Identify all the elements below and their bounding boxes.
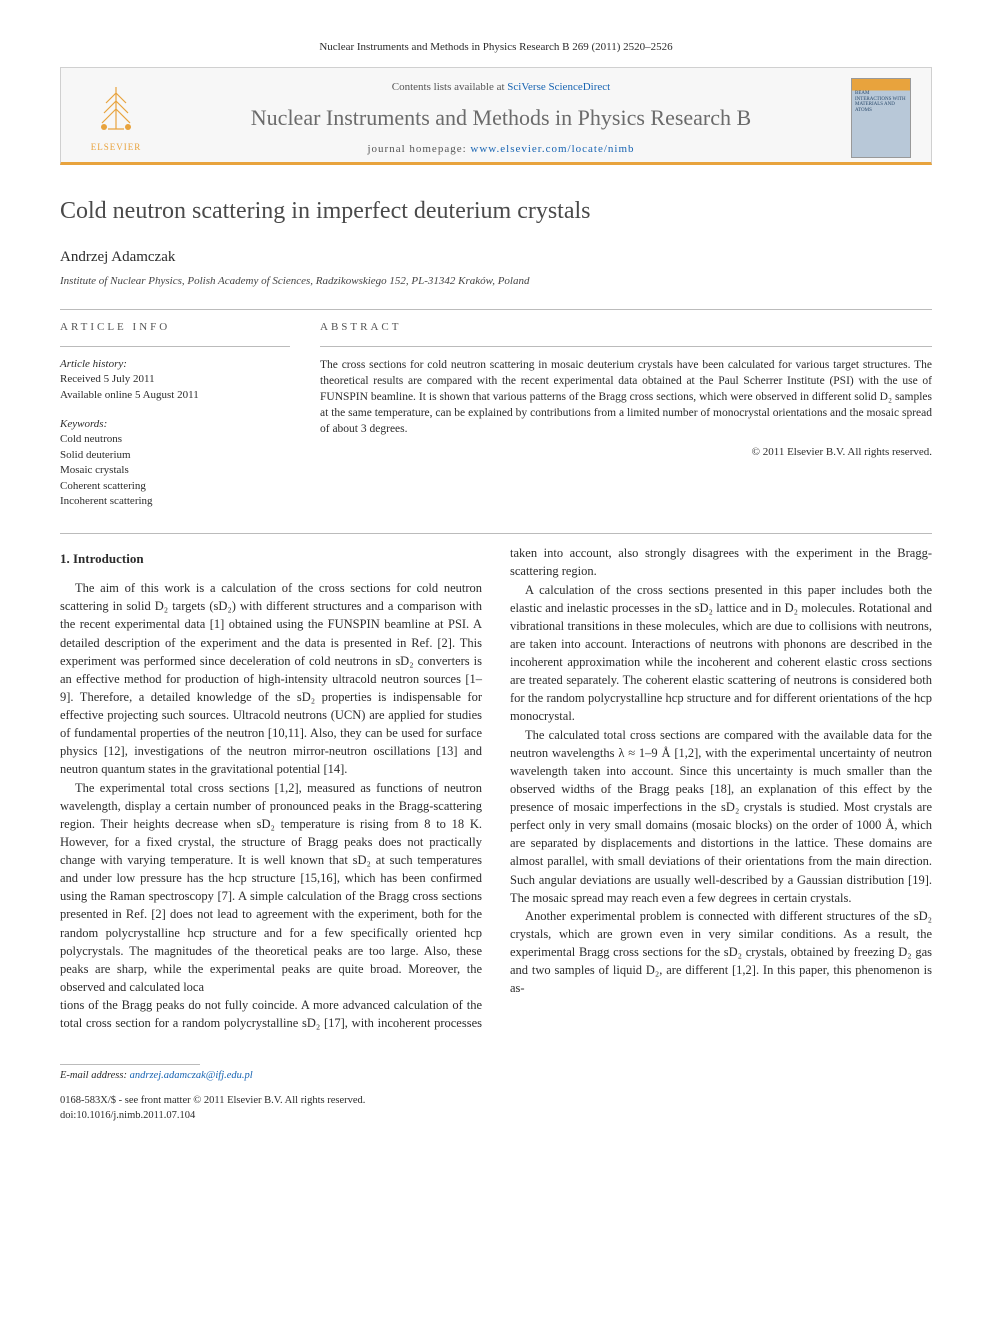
top-citation: Nuclear Instruments and Methods in Physi… bbox=[60, 40, 932, 55]
body-text: 1. Introduction The aim of this work is … bbox=[60, 544, 932, 1032]
abstract-label: ABSTRACT bbox=[320, 320, 932, 335]
elsevier-logo: ELSEVIER bbox=[81, 78, 151, 158]
journal-cover-thumb: BEAM INTERACTIONS WITH MATERIALS AND ATO… bbox=[851, 78, 911, 158]
info-abstract-row: ARTICLE INFO Article history: Received 5… bbox=[60, 320, 932, 509]
body-paragraph: Another experimental problem is connecte… bbox=[510, 907, 932, 998]
section-heading-intro: 1. Introduction bbox=[60, 550, 482, 569]
history-lines: Received 5 July 2011 Available online 5 … bbox=[60, 372, 290, 403]
article-info-label: ARTICLE INFO bbox=[60, 320, 290, 335]
email-label: E-mail address: bbox=[60, 1070, 130, 1081]
front-matter-line: 0168-583X/$ - see front matter © 2011 El… bbox=[60, 1094, 932, 1109]
keyword: Solid deuterium bbox=[60, 448, 290, 463]
author-name: Andrzej Adamczak bbox=[60, 247, 932, 268]
header-center: Contents lists available at SciVerse Sci… bbox=[151, 80, 851, 158]
divider-top bbox=[60, 309, 932, 310]
body-paragraph: A calculation of the cross sections pres… bbox=[510, 581, 932, 726]
sciencedirect-link[interactable]: SciVerse ScienceDirect bbox=[507, 81, 610, 93]
elsevier-name-label: ELSEVIER bbox=[91, 141, 142, 154]
email-line: E-mail address: andrzej.adamczak@ifj.edu… bbox=[60, 1069, 932, 1084]
divider-bottom bbox=[60, 533, 932, 534]
journal-name: Nuclear Instruments and Methods in Physi… bbox=[151, 103, 851, 134]
keywords-label: Keywords: bbox=[60, 417, 290, 432]
keyword: Coherent scattering bbox=[60, 479, 290, 494]
header-row: ELSEVIER Contents lists available at Sci… bbox=[61, 68, 931, 162]
elsevier-tree-icon bbox=[94, 83, 138, 139]
doi-line: doi:10.1016/j.nimb.2011.07.104 bbox=[60, 1109, 932, 1124]
homepage-line: journal homepage: www.elsevier.com/locat… bbox=[151, 142, 851, 157]
contents-text: Contents lists available at bbox=[392, 81, 507, 93]
contents-available-line: Contents lists available at SciVerse Sci… bbox=[151, 80, 851, 95]
homepage-link[interactable]: www.elsevier.com/locate/nimb bbox=[470, 143, 634, 155]
info-divider-1 bbox=[60, 346, 290, 347]
abstract-copyright: © 2011 Elsevier B.V. All rights reserved… bbox=[320, 445, 932, 460]
abstract-panel: ABSTRACT The cross sections for cold neu… bbox=[320, 320, 932, 509]
footer-rule bbox=[60, 1064, 200, 1065]
body-paragraph: The aim of this work is a calculation of… bbox=[60, 579, 482, 778]
history-line: Received 5 July 2011 bbox=[60, 372, 290, 387]
abstract-text: The cross sections for cold neutron scat… bbox=[320, 357, 932, 437]
journal-header: ELSEVIER Contents lists available at Sci… bbox=[60, 67, 932, 165]
keyword: Cold neutrons bbox=[60, 432, 290, 447]
page-footer: E-mail address: andrzej.adamczak@ifj.edu… bbox=[60, 1056, 932, 1123]
body-paragraph: The experimental total cross sections [1… bbox=[60, 779, 482, 997]
history-line: Available online 5 August 2011 bbox=[60, 388, 290, 403]
history-label: Article history: bbox=[60, 357, 290, 372]
author-affiliation: Institute of Nuclear Physics, Polish Aca… bbox=[60, 274, 932, 289]
abstract-divider bbox=[320, 346, 932, 347]
homepage-label: journal homepage: bbox=[367, 143, 470, 155]
body-paragraph: The calculated total cross sections are … bbox=[510, 726, 932, 907]
keyword: Mosaic crystals bbox=[60, 463, 290, 478]
email-link[interactable]: andrzej.adamczak@ifj.edu.pl bbox=[130, 1070, 253, 1081]
article-title: Cold neutron scattering in imperfect deu… bbox=[60, 195, 932, 229]
article-info-panel: ARTICLE INFO Article history: Received 5… bbox=[60, 320, 290, 509]
keyword: Incoherent scattering bbox=[60, 494, 290, 509]
